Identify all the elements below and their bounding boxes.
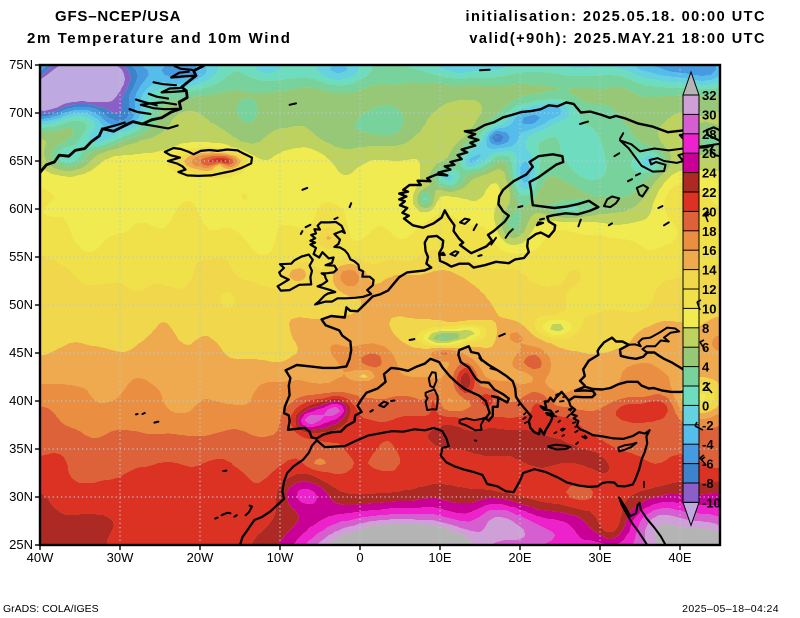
- svg-text:24: 24: [702, 166, 717, 181]
- svg-text:55N: 55N: [9, 249, 33, 264]
- svg-text:2025–05–18–04:24: 2025–05–18–04:24: [682, 603, 779, 615]
- svg-text:10: 10: [702, 301, 716, 316]
- svg-text:10E: 10E: [428, 550, 451, 565]
- svg-text:-8: -8: [702, 476, 714, 491]
- svg-text:20E: 20E: [508, 550, 531, 565]
- svg-text:26: 26: [702, 146, 716, 161]
- svg-text:30E: 30E: [588, 550, 611, 565]
- svg-text:6: 6: [702, 340, 709, 355]
- svg-text:25N: 25N: [9, 537, 33, 552]
- svg-text:GrADS: COLA/IGES: GrADS: COLA/IGES: [3, 603, 99, 615]
- svg-text:-2: -2: [702, 418, 714, 433]
- svg-text:40E: 40E: [668, 550, 691, 565]
- svg-text:75N: 75N: [9, 57, 33, 72]
- svg-text:65N: 65N: [9, 153, 33, 168]
- svg-text:18: 18: [702, 224, 716, 239]
- svg-text:16: 16: [702, 243, 716, 258]
- svg-text:GFS–NCEP/USA: GFS–NCEP/USA: [55, 8, 181, 25]
- svg-text:20: 20: [702, 204, 716, 219]
- svg-text:30: 30: [702, 107, 716, 122]
- svg-text:0: 0: [356, 550, 363, 565]
- svg-text:32: 32: [702, 88, 716, 103]
- svg-text:35N: 35N: [9, 441, 33, 456]
- svg-text:30W: 30W: [107, 550, 134, 565]
- svg-text:12: 12: [702, 282, 716, 297]
- svg-text:8: 8: [702, 321, 709, 336]
- svg-text:45N: 45N: [9, 345, 33, 360]
- svg-text:20W: 20W: [187, 550, 214, 565]
- svg-text:40N: 40N: [9, 393, 33, 408]
- svg-text:valid(+90h): 2025.MAY.21 18:00: valid(+90h): 2025.MAY.21 18:00 UTC: [469, 31, 766, 47]
- svg-text:40W: 40W: [27, 550, 54, 565]
- svg-text:initialisation: 2025.05.18. 00: initialisation: 2025.05.18. 00:00 UTC: [466, 9, 767, 25]
- svg-text:28: 28: [702, 127, 716, 142]
- svg-text:30N: 30N: [9, 489, 33, 504]
- svg-text:0: 0: [702, 398, 709, 413]
- svg-text:14: 14: [702, 263, 717, 278]
- svg-text:-10: -10: [702, 495, 721, 510]
- svg-text:4: 4: [702, 360, 710, 375]
- svg-text:50N: 50N: [9, 297, 33, 312]
- svg-text:-6: -6: [702, 457, 714, 472]
- svg-text:2m Temperature and 10m Wind: 2m Temperature and 10m Wind: [27, 30, 292, 47]
- svg-text:-4: -4: [702, 437, 714, 452]
- svg-text:22: 22: [702, 185, 716, 200]
- svg-text:60N: 60N: [9, 201, 33, 216]
- svg-text:70N: 70N: [9, 105, 33, 120]
- svg-text:10W: 10W: [267, 550, 294, 565]
